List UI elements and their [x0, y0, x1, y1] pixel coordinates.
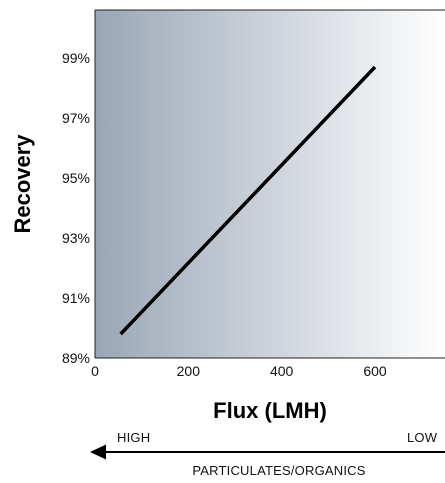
x-tick-label: 200 — [177, 363, 201, 379]
y-tick-labels: 89% 91% 93% 95% 97% 99% — [62, 50, 90, 366]
particulates-arrow-head-icon — [90, 444, 106, 460]
particulates-caption: PARTICULATES/ORGANICS — [192, 463, 365, 478]
y-tick-label: 95% — [62, 170, 90, 186]
series-line — [119, 65, 377, 336]
x-tick-labels: 0 200 400 600 — [91, 363, 387, 379]
y-tick-label: 89% — [62, 350, 90, 366]
x-axis-title: Flux (LMH) — [213, 398, 327, 423]
y-axis-title: Recovery — [10, 134, 35, 234]
y-tick-label: 97% — [62, 110, 90, 126]
low-label: LOW — [407, 430, 438, 445]
series-group — [119, 65, 377, 336]
x-tick-label: 400 — [270, 363, 294, 379]
y-tick-label: 91% — [62, 290, 90, 306]
y-tick-label: 93% — [62, 230, 90, 246]
x-tick-label: 0 — [91, 363, 99, 379]
y-tick-label: 99% — [62, 50, 90, 66]
x-tick-label: 600 — [363, 363, 387, 379]
high-label: HIGH — [117, 430, 150, 445]
